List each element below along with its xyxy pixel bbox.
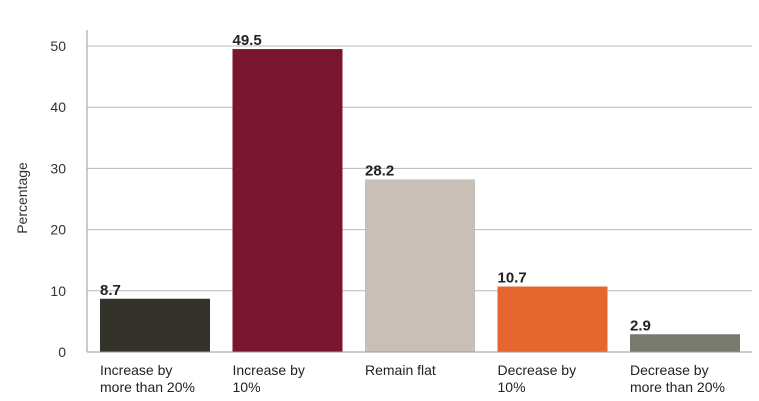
y-tick-label: 30 [50, 160, 66, 176]
y-tick-label: 50 [50, 38, 66, 54]
y-tick-label: 20 [50, 222, 66, 238]
x-tick-label: more than 20% [630, 379, 725, 395]
x-tick-label: Increase by [100, 362, 172, 378]
x-tick-label: Decrease by [498, 362, 577, 378]
data-label: 2.9 [630, 317, 651, 334]
x-tick-label: Remain flat [365, 362, 436, 378]
bar [497, 286, 608, 352]
x-tick-label: Increase by [233, 362, 305, 378]
data-label: 8.7 [100, 282, 121, 299]
x-tick-label: 10% [233, 379, 261, 395]
bar [100, 298, 210, 352]
x-tick-label: more than 20% [100, 379, 195, 395]
y-tick-label: 10 [50, 283, 66, 299]
data-labels: 8.7 49.5 28.2 10.7 2.9 [100, 32, 651, 334]
y-axis: 0 10 20 30 40 50 [50, 30, 88, 360]
data-label: 28.2 [365, 162, 394, 179]
bar [365, 179, 475, 352]
x-tick-label: Decrease by [630, 362, 709, 378]
x-tick-label: 10% [498, 379, 526, 395]
y-tick-label: 0 [58, 344, 66, 360]
y-axis-title: Percentage [14, 162, 30, 234]
data-label: 49.5 [233, 32, 262, 49]
bars [100, 49, 740, 353]
y-tick-label: 40 [50, 99, 66, 115]
bar [630, 334, 740, 352]
data-label: 10.7 [498, 270, 527, 287]
bar [232, 49, 343, 353]
